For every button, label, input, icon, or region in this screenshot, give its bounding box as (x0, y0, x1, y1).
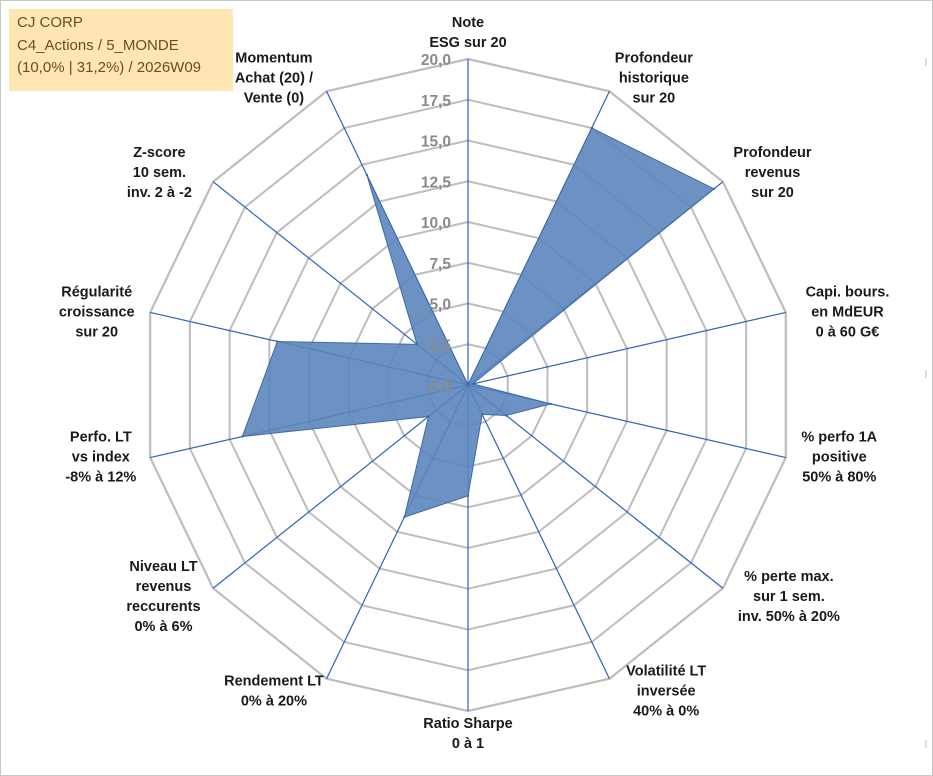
axis-label: Rendement LT 0% à 20% (224, 673, 324, 709)
axis-label-line: croissance (59, 304, 135, 320)
axis-label-line: Perfo. LT (70, 430, 132, 446)
axis-label-line: 0% à 20% (241, 693, 307, 709)
data-point (471, 382, 474, 386)
axis-label-line: reccurents (126, 599, 200, 615)
axis-label-line: 0% à 6% (134, 619, 192, 635)
axis-label-line: Profondeur (615, 51, 693, 67)
axis-label-line: Volatilité LT (626, 663, 706, 679)
data-point (365, 173, 369, 177)
axis-label-line: sur 1 sem. (753, 589, 825, 605)
axis-label-line: 10 sem. (133, 165, 186, 181)
axis-label: Capi. bours. en MdEUR 0 à 60 G€ (806, 284, 890, 340)
tick-label: 2,5 (429, 337, 451, 354)
data-point (712, 187, 716, 191)
info-category: C4_Actions / 5_MONDE (17, 36, 179, 54)
axis-label: Profondeur revenus sur 20 (733, 145, 811, 201)
axis-label-line: 0 à 60 G€ (816, 324, 880, 340)
info-period: (10,0% | 31,2%) / 2026W09 (17, 59, 201, 76)
tick-label: 17,5 (421, 93, 452, 110)
axis-label: Niveau LT revenus reccurents 0% à 6% (126, 559, 200, 635)
axis-label-line: sur 20 (75, 324, 118, 340)
data-point (549, 402, 552, 406)
axis-label-line: inversée (637, 683, 696, 699)
axis-label-line: % perte max. (744, 569, 833, 585)
data-point (505, 414, 508, 417)
axis-label-line: % perfo 1A (801, 430, 877, 446)
axis-label: Z-score 10 sem. inv. 2 à -2 (127, 145, 192, 201)
axis-label-line: Momentum (235, 51, 312, 67)
axis-label-line: revenus (745, 165, 801, 181)
data-point (480, 413, 484, 416)
axis-label-line: 50% à 80% (802, 470, 876, 486)
axis-label-line: revenus (136, 579, 192, 595)
axis-label: % perfo 1A positive 50% à 80% (801, 430, 877, 486)
axis-label-line: Régularité (61, 284, 132, 300)
axis-label-line: Rendement LT (224, 673, 324, 689)
data-point (276, 340, 279, 343)
tick-label: 20,0 (421, 52, 451, 69)
axis-label-line: positive (812, 450, 867, 466)
axis-label-line: Ratio Sharpe (423, 716, 512, 732)
tick-label: 15,0 (421, 134, 451, 151)
axis-spoke (467, 384, 724, 589)
axis-label-line: sur 20 (633, 91, 676, 107)
axis-labels: Note ESG sur 20 Profondeur historique sur 20… (59, 15, 890, 752)
series-layer (241, 126, 716, 519)
axis-label-line: Profondeur (733, 145, 811, 161)
axis-label-line: Achat (20) / (235, 71, 313, 87)
data-point (590, 126, 593, 130)
info-company: CJ CORP (17, 14, 83, 31)
axis-label-line: historique (619, 71, 689, 87)
axis-spoke (467, 384, 610, 679)
axis-label-line: Note (452, 15, 484, 31)
axis-spoke (467, 311, 786, 386)
axis-label: Profondeur historique sur 20 (615, 51, 693, 107)
axis-label-line: sur 20 (751, 185, 794, 201)
data-point (466, 383, 470, 387)
axis-label-line: vs index (72, 450, 130, 466)
axis-label: Ratio Sharpe 0 à 1 (423, 716, 512, 752)
axis-label-line: en MdEUR (811, 304, 884, 320)
tick-label: 5,0 (429, 297, 451, 314)
info-box: CJ CORP C4_Actions / 5_MONDE (10,0% | 31… (9, 9, 233, 91)
data-point (466, 494, 470, 498)
axis-label-line: inv. 2 à -2 (127, 185, 192, 201)
data-point (415, 343, 419, 346)
data-point (403, 515, 406, 519)
tick-labels: 0,0 2,5 5,0 7,5 10,0 12,5 15,0 17,5 20,0 (421, 52, 452, 395)
axis-label-line: Vente (0) (244, 91, 305, 107)
scrollbar-marks (925, 58, 927, 748)
data-point (241, 435, 244, 438)
axis-label: Volatilité LT inversée 40% à 0% (626, 663, 706, 719)
tick-label: 12,5 (421, 174, 452, 191)
series-area (241, 127, 715, 518)
tick-label: 10,0 (421, 215, 451, 232)
axis-spoke (212, 384, 469, 589)
axis-label-line: ESG sur 20 (429, 35, 506, 51)
axis-label-line: Niveau LT (129, 559, 197, 575)
axis-label: Momentum Achat (20) / Vente (0) (235, 51, 313, 107)
tick-label: 7,5 (429, 256, 451, 273)
axis-label-line: 40% à 0% (633, 703, 699, 719)
data-point (427, 415, 430, 418)
axis-label-line: -8% à 12% (65, 470, 136, 486)
axis-label: Perfo. LT vs index -8% à 12% (65, 430, 136, 486)
axis-label: Note ESG sur 20 (429, 15, 506, 51)
axis-label: % perte max. sur 1 sem. inv. 50% à 20% (738, 569, 840, 625)
axis-label-line: Z-score (133, 145, 185, 161)
axis-label: Régularité croissance sur 20 (59, 284, 135, 340)
axis-label-line: 0 à 1 (452, 736, 484, 752)
axis-label-line: inv. 50% à 20% (738, 609, 840, 625)
tick-label: 0,0 (429, 378, 451, 395)
axis-label-line: Capi. bours. (806, 284, 890, 300)
